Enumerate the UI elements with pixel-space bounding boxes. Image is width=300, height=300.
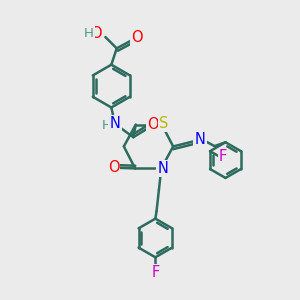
- Text: H: H: [102, 118, 112, 131]
- Text: S: S: [159, 116, 168, 131]
- Text: O: O: [108, 160, 119, 175]
- Text: N: N: [110, 116, 120, 131]
- Text: H: H: [84, 27, 94, 40]
- Text: O: O: [148, 117, 159, 132]
- Text: O: O: [90, 26, 102, 41]
- Text: N: N: [157, 161, 168, 176]
- Text: F: F: [219, 149, 227, 164]
- Text: N: N: [194, 132, 206, 147]
- Text: O: O: [131, 30, 142, 45]
- Text: F: F: [151, 265, 160, 280]
